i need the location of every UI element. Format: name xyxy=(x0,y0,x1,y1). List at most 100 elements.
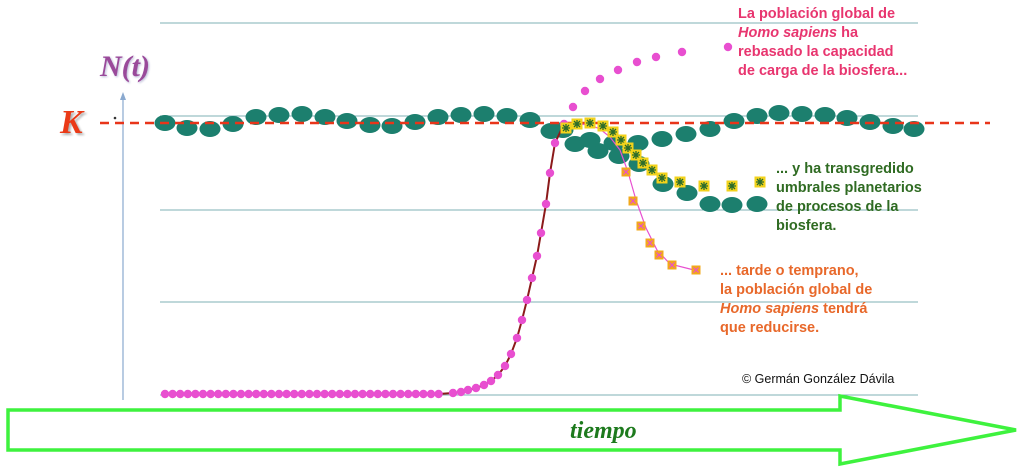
threshold-marker-star xyxy=(676,178,684,186)
decline-marker-cross xyxy=(656,252,662,258)
population-point xyxy=(388,389,398,399)
biosphere-point xyxy=(746,108,768,124)
population-point xyxy=(206,389,215,399)
biosphere-point xyxy=(882,118,904,134)
population-point xyxy=(191,389,200,399)
annotation-line: de carga de la biosfera... xyxy=(738,63,908,79)
boundaries-annotation: ... y ha transgredido umbrales planetari… xyxy=(776,160,922,236)
population-point xyxy=(541,199,551,209)
population-point xyxy=(320,389,329,399)
population-series xyxy=(160,42,733,399)
population-point xyxy=(471,383,481,393)
y-axis-arrowhead xyxy=(120,92,126,100)
population-point xyxy=(297,389,306,399)
threshold-marker-star xyxy=(609,128,617,136)
population-point xyxy=(328,389,337,399)
population-point xyxy=(493,370,503,380)
capacity-label: K xyxy=(60,104,83,141)
annotation-line: la población global de xyxy=(720,282,873,298)
annotation-line: ... tarde o temprano, xyxy=(720,263,859,279)
biosphere-point xyxy=(699,196,721,212)
threshold-series xyxy=(560,117,766,192)
population-annotation: La población global de Homo sapiens ha r… xyxy=(738,5,907,81)
threshold-marker-star xyxy=(756,178,764,186)
biosphere-point xyxy=(676,185,698,201)
biosphere-point xyxy=(336,113,358,129)
threshold-marker-star xyxy=(586,119,594,127)
population-point xyxy=(244,389,253,399)
threshold-marker-star xyxy=(639,159,647,167)
population-point xyxy=(479,380,489,390)
biosphere-point xyxy=(199,121,221,137)
annotation-line: Homo sapiens tendrá xyxy=(720,300,872,319)
population-point xyxy=(176,389,185,399)
biosphere-point xyxy=(519,112,541,128)
annotation-line: que reducirse. xyxy=(720,320,820,336)
population-point xyxy=(335,389,344,399)
decline-marker-cross xyxy=(638,223,644,229)
annotation-line: biosfera. xyxy=(776,218,837,234)
biosphere-point xyxy=(245,109,267,125)
population-point xyxy=(168,389,177,399)
threshold-marker-star xyxy=(632,151,640,159)
annotation-line: ... y ha transgredido xyxy=(776,161,914,177)
population-point xyxy=(214,389,223,399)
threshold-marker-star xyxy=(648,166,656,174)
population-point xyxy=(632,57,642,67)
population-point xyxy=(259,389,268,399)
decline-marker-cross xyxy=(630,198,636,204)
population-point xyxy=(486,376,496,386)
annotation-line: Homo sapiens ha xyxy=(738,24,907,43)
population-point xyxy=(532,251,542,261)
population-point xyxy=(358,389,367,399)
population-point xyxy=(463,385,473,395)
population-point xyxy=(550,138,560,148)
threshold-marker-star xyxy=(728,182,736,190)
annotation-line: rebasado la capacidad xyxy=(738,44,894,60)
threshold-marker-star xyxy=(573,120,581,128)
species-name: Homo sapiens xyxy=(738,25,838,41)
axis-dot xyxy=(113,116,117,120)
biosphere-point xyxy=(268,107,290,123)
biosphere-point xyxy=(651,131,673,147)
population-point xyxy=(312,389,322,399)
population-point xyxy=(305,389,314,399)
population-point xyxy=(723,42,733,52)
population-point xyxy=(221,389,230,399)
decline-marker-cross xyxy=(693,267,699,273)
population-point xyxy=(267,389,276,399)
biosphere-point xyxy=(496,108,518,124)
population-point xyxy=(229,389,238,399)
population-point xyxy=(411,389,420,399)
population-point xyxy=(651,52,661,62)
biosphere-point xyxy=(450,107,472,123)
population-point xyxy=(373,389,382,399)
reduction-annotation: ... tarde o temprano, la población globa… xyxy=(720,262,872,338)
population-point xyxy=(183,389,192,399)
annotation-text: ha xyxy=(837,25,859,41)
population-point xyxy=(434,389,443,399)
population-point xyxy=(404,389,413,399)
annotation-line: La población global de xyxy=(738,6,896,22)
biosphere-point xyxy=(675,126,697,142)
biosphere-point xyxy=(903,121,925,137)
decline-marker-cross xyxy=(623,169,629,175)
population-point xyxy=(381,389,390,399)
population-point xyxy=(343,389,352,399)
decline-series xyxy=(621,167,701,275)
biosphere-point xyxy=(381,118,403,134)
population-point xyxy=(536,228,546,238)
biosphere-point xyxy=(579,132,601,148)
population-point xyxy=(426,389,436,399)
population-point xyxy=(419,389,428,399)
population-point xyxy=(160,389,170,399)
biosphere-point xyxy=(768,105,790,121)
time-arrow xyxy=(6,393,1017,467)
population-point xyxy=(512,333,522,343)
biosphere-point xyxy=(791,106,813,122)
biosphere-point xyxy=(746,196,768,212)
population-point xyxy=(517,315,527,325)
population-point xyxy=(252,389,261,399)
population-point xyxy=(613,65,623,75)
decline-marker-cross xyxy=(647,240,653,246)
